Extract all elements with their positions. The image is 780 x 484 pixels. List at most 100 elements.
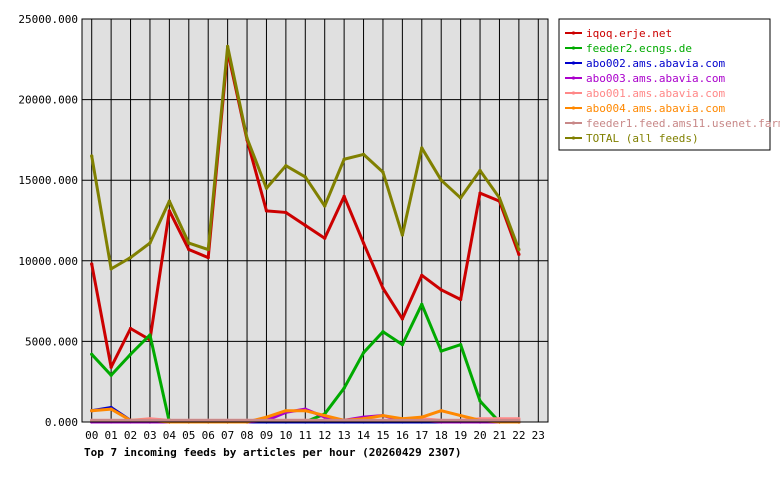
x-tick-label: 10: [279, 429, 292, 442]
x-tick-label: 22: [512, 429, 525, 442]
data-point: [148, 333, 152, 337]
data-point: [226, 44, 230, 49]
y-tick-label: 0.000: [45, 416, 78, 429]
data-point: [148, 418, 152, 422]
data-point: [342, 194, 346, 198]
data-point: [381, 413, 385, 418]
data-point: [478, 399, 482, 403]
data-point: [497, 418, 502, 422]
data-point: [361, 241, 366, 245]
data-point: [459, 196, 463, 200]
data-point: [264, 418, 269, 422]
data-point: [361, 351, 366, 355]
data-point: [167, 418, 171, 422]
data-point: [303, 409, 307, 413]
data-point: [420, 146, 424, 150]
x-tick-labels: 00 01 02 03 04 05 06 07 08 09 10 11 12 13 14 15 16 17 18 19…: [85, 429, 545, 442]
data-point: [323, 413, 327, 418]
x-tick-label: 06: [202, 429, 215, 442]
data-point: [478, 191, 482, 195]
data-point: [439, 288, 443, 292]
x-tick-label: 15: [376, 429, 389, 442]
data-point: [381, 170, 385, 174]
x-tick-label: 03: [143, 429, 156, 442]
plot-frame: [81, 18, 549, 423]
legend-marker: [571, 121, 576, 125]
legend-marker: [571, 106, 576, 110]
data-point: [284, 409, 288, 413]
data-point: [128, 352, 133, 356]
x-tick-label: 08: [240, 429, 253, 442]
x-tick-label: 01: [105, 429, 118, 442]
legend-entry: abo002.ams.abavia.com: [586, 57, 725, 70]
legend-entry: feeder2.ecngs.de: [586, 42, 692, 55]
x-tick-label: 00: [85, 429, 98, 442]
data-point: [381, 418, 385, 422]
legend-box: [558, 18, 771, 151]
plot-background: [82, 19, 548, 422]
data-point: [264, 415, 269, 419]
data-point: [90, 418, 94, 422]
data-point: [342, 386, 346, 390]
data-point: [90, 262, 94, 266]
x-tick-label: 18: [435, 429, 448, 442]
x-tick-label: 16: [396, 429, 409, 442]
data-point: [109, 418, 113, 422]
x-tick-label: 12: [318, 429, 331, 442]
data-point: [206, 418, 210, 422]
chart-title: Top 7 incoming feeds by articles per hou…: [84, 446, 462, 459]
legend: iqoq.erje.net feeder2.ecngs.de abo002.ams.…: [558, 18, 780, 151]
data-point: [361, 418, 366, 422]
data-point: [361, 152, 366, 157]
data-point: [400, 233, 404, 237]
data-point: [90, 409, 94, 413]
data-point: [420, 273, 424, 277]
legend-marker: [571, 46, 576, 50]
x-tick-label: 07: [221, 429, 234, 442]
data-point: [206, 255, 210, 260]
data-point: [303, 418, 307, 422]
data-point: [439, 178, 443, 182]
data-point: [323, 418, 327, 422]
x-tick-label: 17: [415, 429, 428, 442]
data-point: [109, 365, 113, 369]
legend-entry: abo003.ams.abavia.com: [586, 72, 725, 85]
data-point: [167, 209, 171, 213]
legend-entry: abo004.ams.abavia.com: [586, 102, 725, 115]
data-point: [90, 352, 94, 356]
x-tick-label: 04: [163, 429, 177, 442]
x-tick-label: 20: [473, 429, 486, 442]
legend-entry: TOTAL (all feeds): [586, 132, 699, 145]
data-point: [128, 255, 133, 260]
data-point: [206, 247, 210, 252]
data-point: [128, 326, 133, 331]
data-point: [264, 186, 269, 190]
data-point: [420, 418, 424, 422]
legend-marker: [571, 61, 576, 65]
data-point: [187, 247, 191, 252]
data-point: [303, 175, 307, 179]
data-point: [400, 317, 404, 321]
legend-marker: [571, 91, 576, 95]
data-point: [284, 164, 288, 168]
data-point: [400, 418, 404, 422]
data-point: [439, 418, 443, 422]
x-tick-label: 11: [299, 429, 312, 442]
x-tick-label: 05: [182, 429, 195, 442]
data-point: [148, 241, 152, 245]
y-tick-label: 20000.000: [18, 94, 78, 107]
x-tick-label: 23: [532, 429, 545, 442]
data-point: [517, 418, 521, 422]
data-point: [381, 330, 385, 334]
data-point: [90, 154, 94, 158]
data-point: [128, 418, 133, 422]
data-point: [264, 209, 269, 213]
data-point: [245, 136, 249, 140]
legend-marker: [571, 31, 576, 35]
legend-entry: iqoq.erje.net: [586, 27, 672, 40]
legend-entry: abo001.ams.abavia.com: [586, 87, 725, 100]
data-point: [187, 418, 191, 422]
y-tick-label: 10000.000: [18, 255, 78, 268]
